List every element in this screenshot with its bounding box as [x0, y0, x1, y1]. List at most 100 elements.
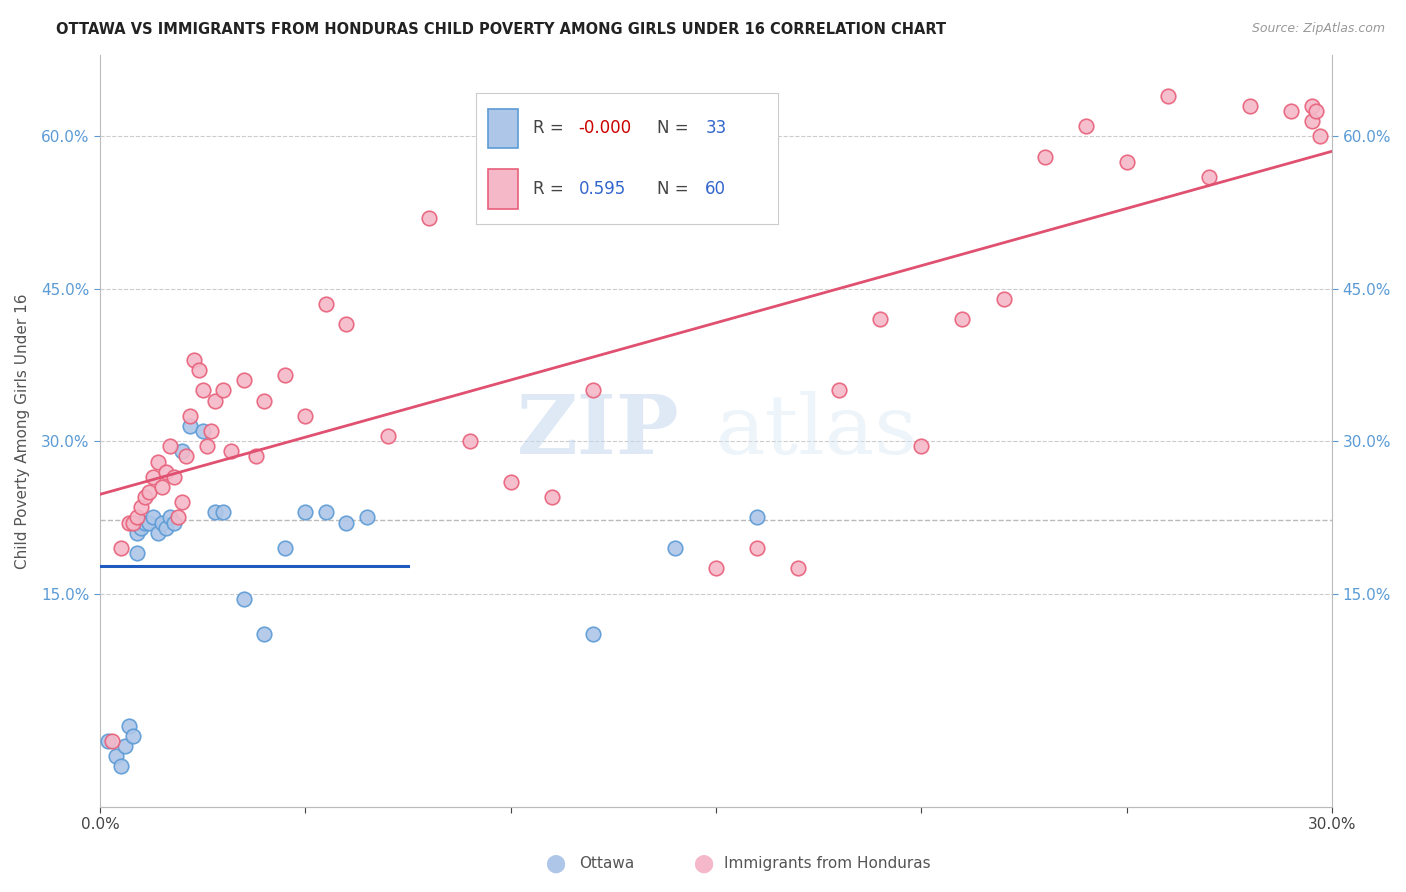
Point [745, 541, 768, 555]
Point [1033, 150, 1056, 164]
Point [1301, 99, 1323, 113]
Point [315, 297, 337, 311]
Point [499, 475, 522, 489]
Point [174, 450, 197, 464]
Point [142, 510, 165, 524]
Point [179, 409, 201, 423]
Point [105, 749, 128, 764]
Point [142, 470, 165, 484]
Point [458, 434, 481, 449]
Point [150, 516, 173, 530]
Point [191, 384, 214, 398]
Point [1115, 154, 1137, 169]
Point [623, 175, 645, 189]
Point [114, 739, 136, 753]
Point [101, 734, 124, 748]
Point [187, 363, 209, 377]
Point [294, 505, 316, 519]
Point [183, 353, 205, 368]
Point [993, 292, 1015, 306]
Point [356, 510, 378, 524]
Point [232, 373, 254, 387]
Point [200, 424, 222, 438]
Point [418, 211, 440, 225]
Point [146, 525, 169, 540]
Point [582, 627, 605, 641]
Point [294, 409, 316, 423]
Point [540, 490, 562, 504]
Point [125, 510, 148, 524]
Point [110, 541, 132, 555]
Point [97, 734, 120, 748]
Point [125, 546, 148, 560]
Point [1074, 120, 1097, 134]
Point [163, 470, 186, 484]
Point [138, 485, 160, 500]
Point [704, 561, 727, 575]
Point [1309, 129, 1331, 144]
Point [1157, 88, 1180, 103]
Point [159, 439, 181, 453]
Point [134, 516, 156, 530]
Text: atlas: atlas [716, 391, 918, 471]
Point [167, 510, 190, 524]
Text: Source: ZipAtlas.com: Source: ZipAtlas.com [1251, 22, 1385, 36]
Point [869, 312, 891, 326]
Point [146, 454, 169, 468]
Point [155, 465, 177, 479]
Point [122, 516, 145, 530]
Point [122, 729, 145, 743]
Point [129, 516, 152, 530]
Point [172, 444, 194, 458]
Point [664, 205, 686, 219]
Point [212, 505, 235, 519]
Point [159, 510, 181, 524]
Point [253, 627, 276, 641]
Point [179, 419, 201, 434]
Text: ZIP: ZIP [516, 391, 679, 471]
Point [582, 384, 605, 398]
Point [172, 495, 194, 509]
Point [204, 393, 226, 408]
Point [377, 429, 399, 443]
Text: ⬤: ⬤ [546, 855, 565, 872]
Text: OTTAWA VS IMMIGRANTS FROM HONDURAS CHILD POVERTY AMONG GIRLS UNDER 16 CORRELATIO: OTTAWA VS IMMIGRANTS FROM HONDURAS CHILD… [56, 22, 946, 37]
Point [118, 516, 141, 530]
Point [245, 450, 267, 464]
Point [335, 318, 357, 332]
Point [1279, 103, 1302, 118]
Point [253, 393, 276, 408]
Point [1305, 103, 1327, 118]
Point [1239, 99, 1261, 113]
Point [232, 591, 254, 606]
Point [274, 368, 297, 383]
Point [1301, 114, 1323, 128]
Point [1198, 169, 1220, 184]
Point [195, 439, 218, 453]
Point [138, 516, 160, 530]
Point [828, 384, 851, 398]
Point [129, 520, 152, 534]
Point [212, 384, 235, 398]
Point [787, 561, 810, 575]
Point [129, 500, 152, 515]
Point [163, 516, 186, 530]
Point [910, 439, 932, 453]
Text: Ottawa: Ottawa [579, 856, 634, 871]
Point [335, 516, 357, 530]
Y-axis label: Child Poverty Among Girls Under 16: Child Poverty Among Girls Under 16 [15, 293, 30, 569]
Point [745, 510, 768, 524]
Point [664, 541, 686, 555]
Point [134, 490, 156, 504]
Point [191, 424, 214, 438]
Text: Immigrants from Honduras: Immigrants from Honduras [724, 856, 931, 871]
Text: ⬤: ⬤ [693, 855, 713, 872]
Point [110, 759, 132, 773]
Point [150, 480, 173, 494]
Point [221, 444, 243, 458]
Point [315, 505, 337, 519]
Point [952, 312, 974, 326]
Point [118, 719, 141, 733]
Point [125, 525, 148, 540]
Point [274, 541, 297, 555]
